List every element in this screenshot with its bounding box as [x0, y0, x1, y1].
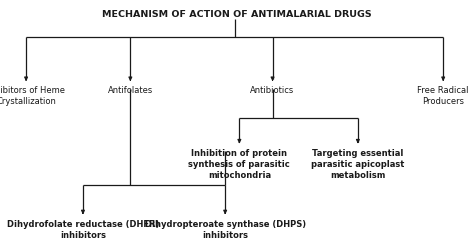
- Text: Targeting essential
parasitic apicoplast
metabolism: Targeting essential parasitic apicoplast…: [311, 149, 404, 180]
- Text: Dihydropteroate synthase (DHPS)
inhibitors: Dihydropteroate synthase (DHPS) inhibito…: [145, 220, 306, 240]
- Text: Antifolates: Antifolates: [108, 86, 153, 96]
- Text: Inhibition of protein
synthesis of parasitic
mitochondria: Inhibition of protein synthesis of paras…: [189, 149, 290, 180]
- Text: Dihydrofolate reductase (DHFR)
inhibitors: Dihydrofolate reductase (DHFR) inhibitor…: [7, 220, 159, 240]
- Text: Inhibitors of Heme
Crystallization: Inhibitors of Heme Crystallization: [0, 86, 65, 107]
- Text: Antibiotics: Antibiotics: [250, 86, 295, 96]
- Text: MECHANISM OF ACTION OF ANTIMALARIAL DRUGS: MECHANISM OF ACTION OF ANTIMALARIAL DRUG…: [102, 10, 372, 19]
- Text: Free Radical
Producers: Free Radical Producers: [418, 86, 469, 107]
